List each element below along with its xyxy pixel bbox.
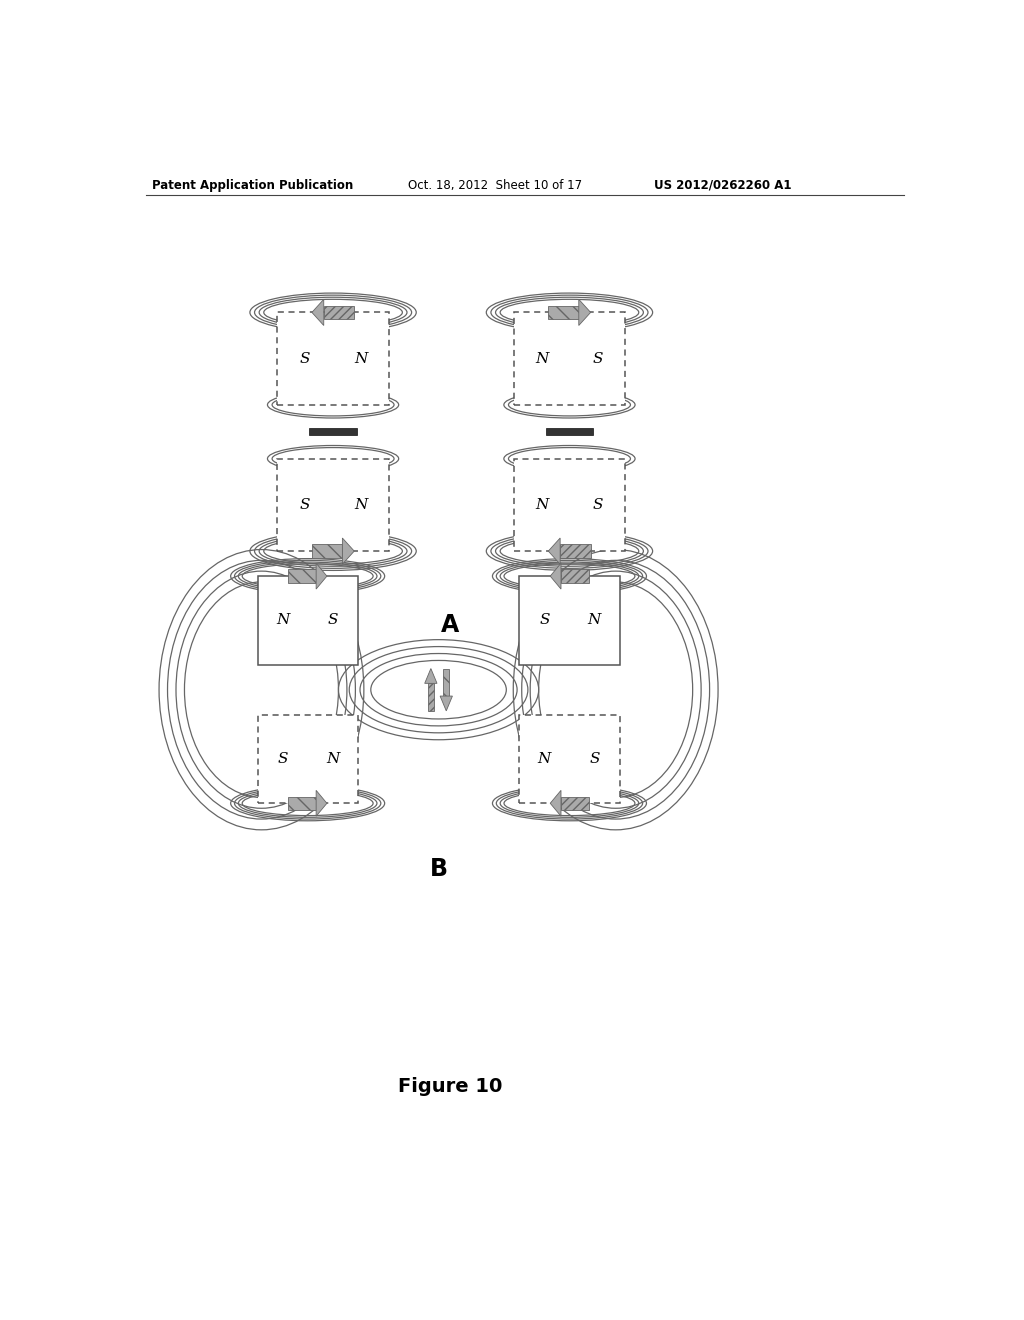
Text: S: S [300, 351, 310, 366]
Polygon shape [550, 791, 561, 816]
Bar [514, 459, 626, 552]
Text: N: N [535, 351, 548, 366]
Text: Figure 10: Figure 10 [398, 1077, 503, 1096]
Bar [561, 796, 589, 810]
Polygon shape [548, 539, 560, 564]
Text: N: N [354, 498, 368, 512]
Polygon shape [316, 564, 327, 589]
Polygon shape [579, 300, 591, 326]
Bar [428, 684, 434, 711]
Text: N: N [538, 752, 551, 766]
Bar [309, 428, 357, 436]
Text: S: S [592, 351, 602, 366]
Text: N: N [326, 752, 339, 766]
Bar [258, 714, 357, 804]
Bar [519, 714, 620, 804]
Text: A: A [441, 612, 459, 638]
Bar [443, 668, 450, 696]
Bar [278, 459, 389, 552]
Bar [289, 796, 316, 810]
Text: N: N [354, 351, 368, 366]
Bar [312, 544, 342, 558]
Text: S: S [278, 752, 288, 766]
Text: B: B [429, 858, 447, 882]
Text: S: S [592, 498, 602, 512]
Text: S: S [589, 752, 600, 766]
Bar [561, 569, 589, 583]
Polygon shape [342, 539, 354, 564]
Bar [258, 576, 357, 665]
Bar [546, 428, 593, 436]
Bar [519, 576, 620, 665]
Polygon shape [316, 791, 327, 816]
Text: Oct. 18, 2012  Sheet 10 of 17: Oct. 18, 2012 Sheet 10 of 17 [408, 178, 582, 191]
Bar [548, 306, 579, 319]
Polygon shape [440, 696, 453, 711]
Text: S: S [328, 614, 338, 627]
Bar [278, 313, 389, 405]
Polygon shape [312, 300, 324, 326]
Polygon shape [550, 564, 561, 589]
Text: N: N [588, 614, 601, 627]
Text: S: S [300, 498, 310, 512]
Bar [514, 313, 626, 405]
Polygon shape [425, 668, 437, 684]
Text: N: N [535, 498, 548, 512]
Bar [560, 544, 591, 558]
Text: US 2012/0262260 A1: US 2012/0262260 A1 [654, 178, 792, 191]
Bar [324, 306, 354, 319]
Bar [289, 569, 316, 583]
Text: Patent Application Publication: Patent Application Publication [153, 178, 353, 191]
Text: N: N [275, 614, 290, 627]
Text: S: S [540, 614, 550, 627]
